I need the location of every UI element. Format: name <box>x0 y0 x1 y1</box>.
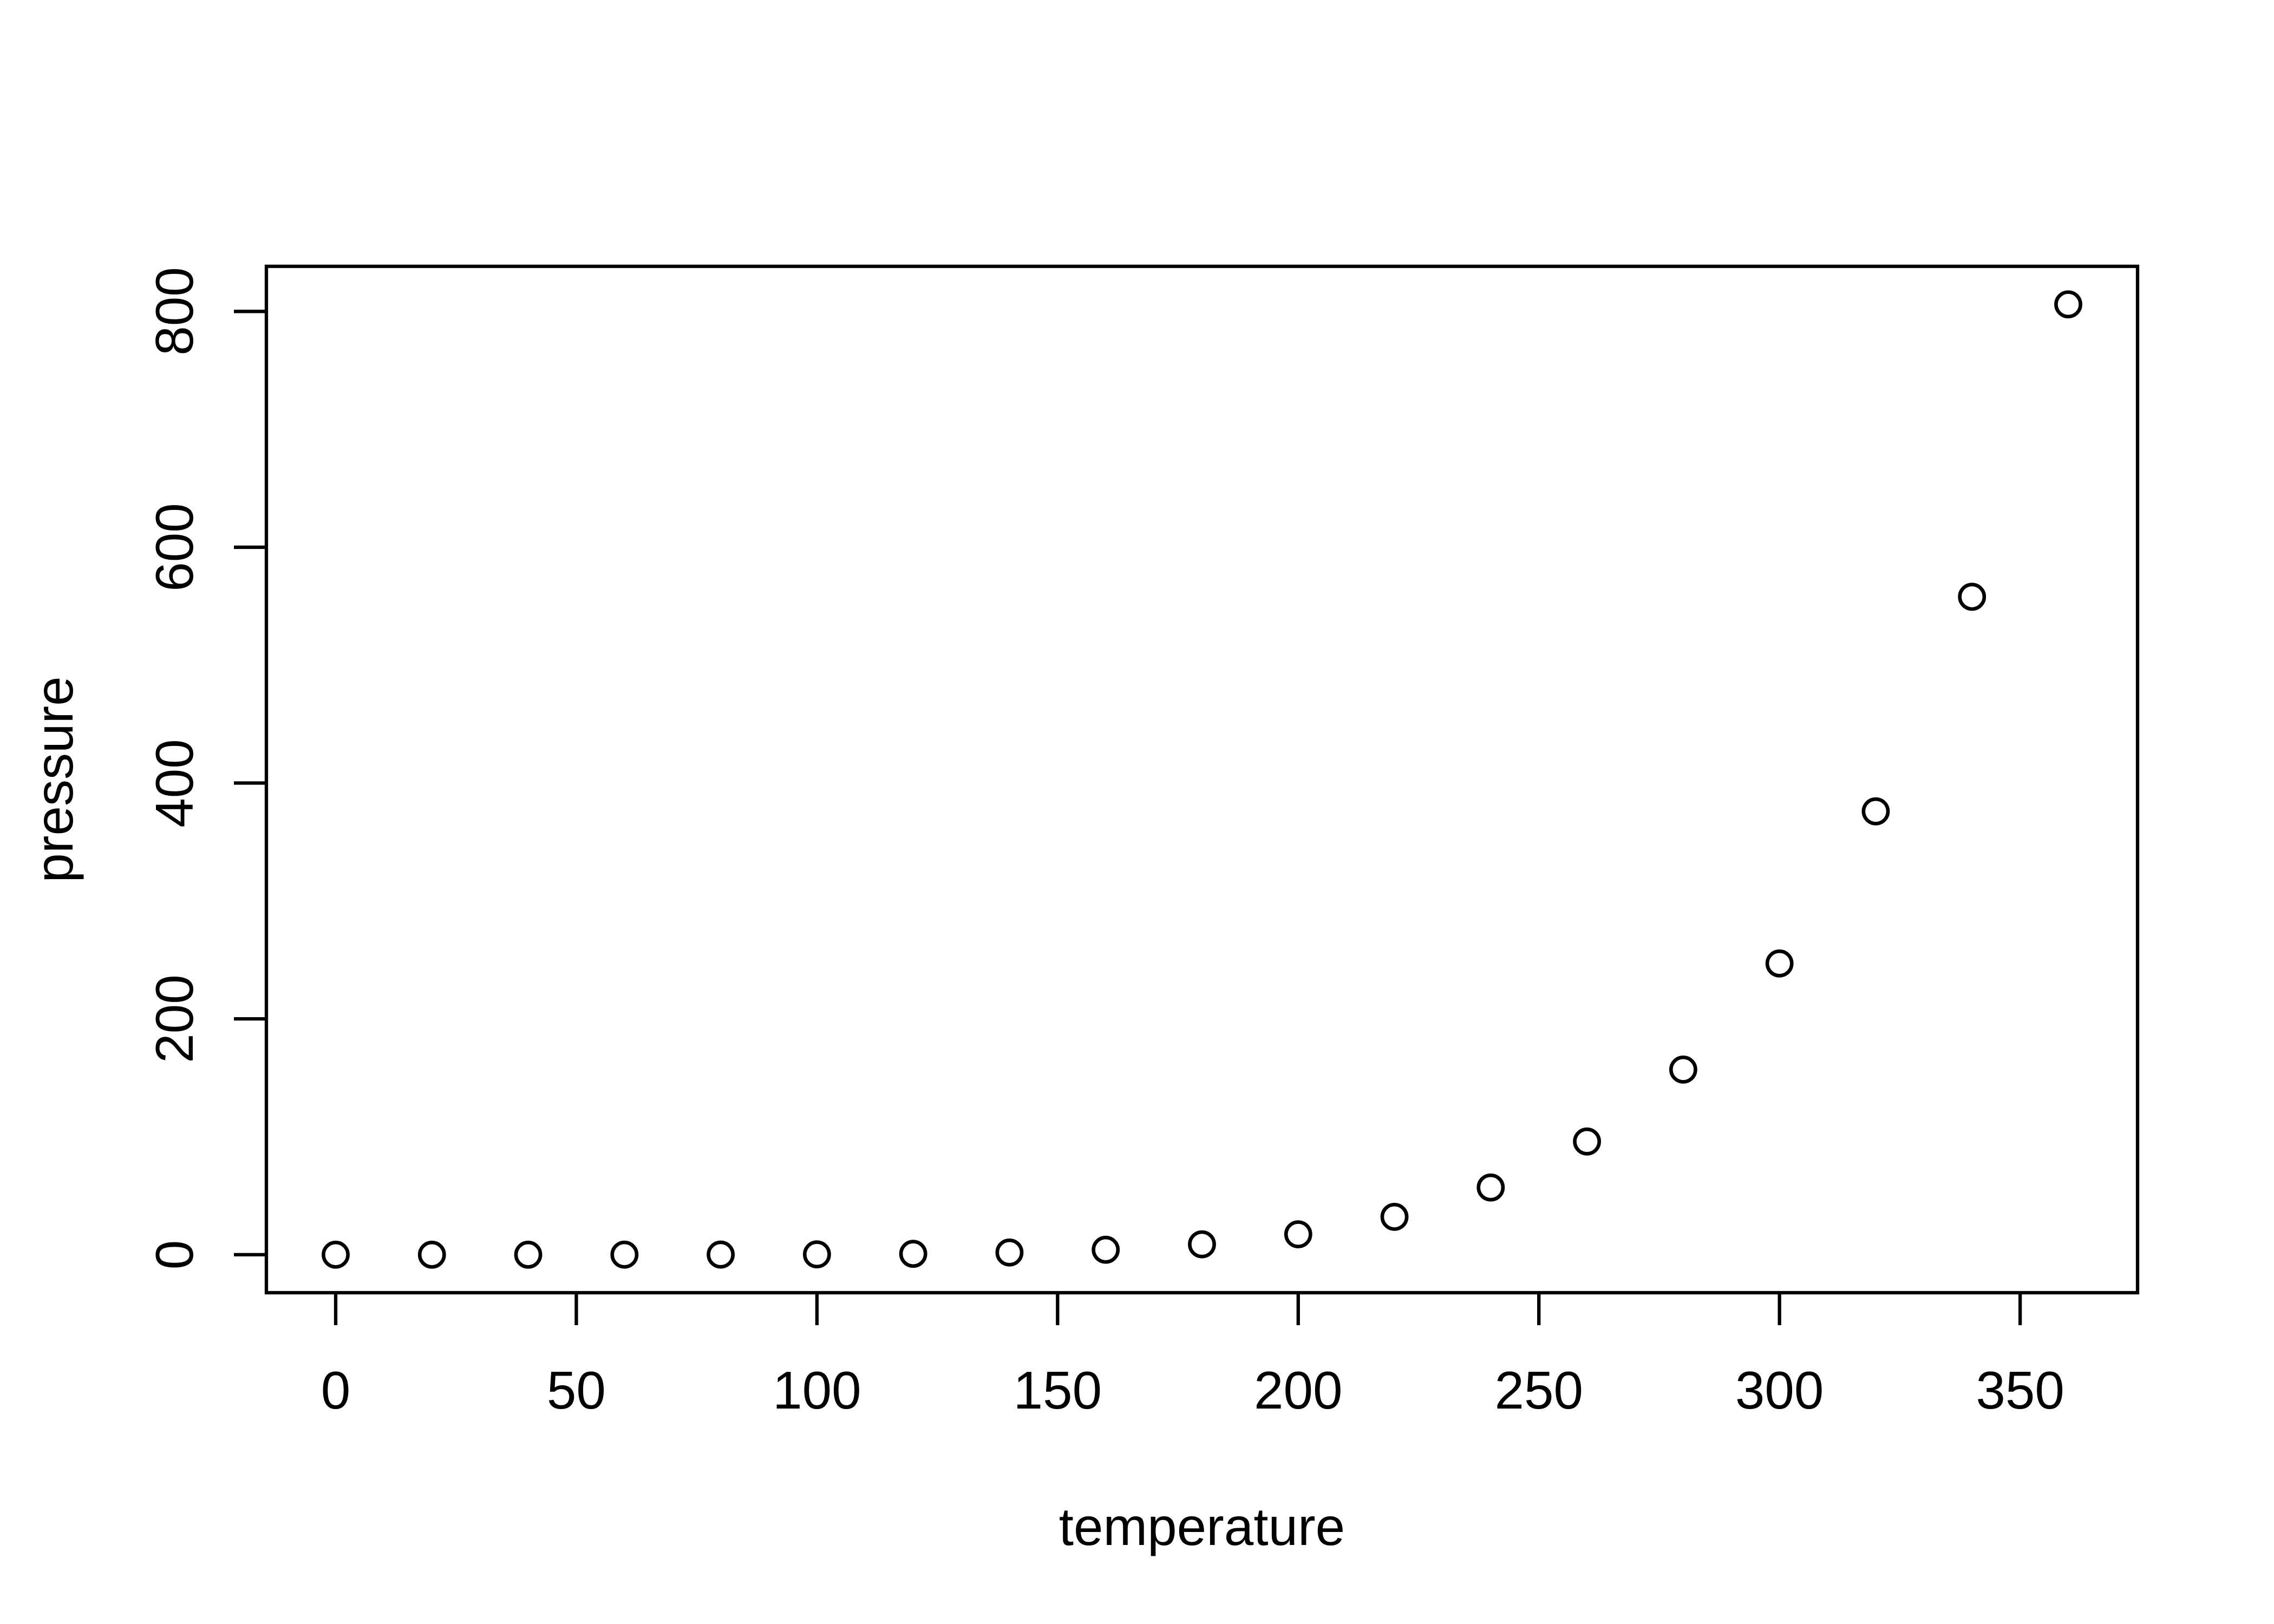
data-point <box>2054 290 2082 319</box>
data-point <box>514 1240 543 1269</box>
x-axis-title: temperature <box>1058 1497 1345 1556</box>
x-tick-label: 100 <box>773 1360 861 1420</box>
data-point <box>1573 1127 1602 1156</box>
y-tick-label: 0 <box>145 1240 204 1270</box>
data-point <box>1669 1055 1697 1084</box>
x-tick-label: 0 <box>321 1360 351 1420</box>
data-point <box>1380 1202 1409 1231</box>
x-tick-label: 250 <box>1494 1360 1583 1420</box>
data-point <box>1476 1173 1505 1202</box>
data-point <box>1765 949 1794 978</box>
x-tick-label: 300 <box>1735 1360 1824 1420</box>
data-point <box>802 1240 831 1269</box>
data-point <box>610 1240 639 1269</box>
data-point <box>417 1240 446 1269</box>
data-point <box>322 1240 350 1269</box>
data-point <box>1958 582 1987 611</box>
x-tick-label: 350 <box>1976 1360 2064 1420</box>
x-tick-label: 200 <box>1254 1360 1343 1420</box>
y-tick-label: 200 <box>145 974 204 1063</box>
data-point <box>1092 1235 1120 1264</box>
y-tick-label: 400 <box>145 738 204 828</box>
data-point <box>1188 1230 1216 1259</box>
data-point <box>707 1240 735 1269</box>
data-point <box>1861 797 1890 826</box>
y-axis-title: pressure <box>24 676 84 883</box>
x-tick-label: 150 <box>1013 1360 1102 1420</box>
data-point <box>899 1240 927 1268</box>
data-point <box>995 1238 1024 1267</box>
y-tick-label: 800 <box>145 267 204 356</box>
data-point <box>1284 1220 1312 1248</box>
plot-box <box>264 264 2140 1295</box>
y-tick-label: 600 <box>145 503 204 592</box>
x-tick-label: 50 <box>546 1360 606 1420</box>
